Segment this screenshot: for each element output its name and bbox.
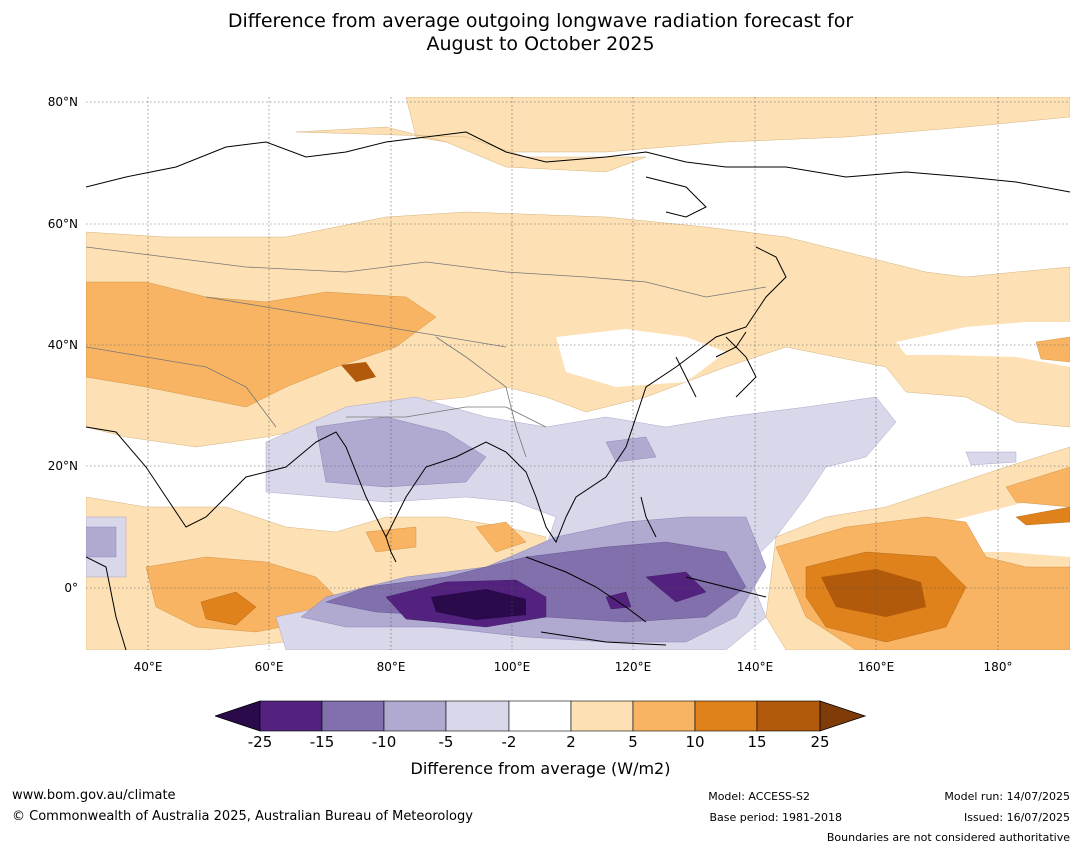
- colorbar-label: 10: [685, 733, 705, 751]
- forecast-map: [86, 97, 1070, 650]
- colorbar-label: -10: [371, 733, 397, 751]
- colorbar-bin-10-15: [694, 700, 758, 732]
- model-name: Model: ACCESS-S2: [708, 790, 810, 803]
- lon-tick-180: 180°: [983, 660, 1013, 674]
- colorbar-bin-minus2-2: [508, 700, 572, 732]
- title-line-2: August to October 2025: [426, 33, 655, 55]
- anomaly-below-minus-25-areas: [431, 589, 526, 620]
- lon-tick-100e: 100°E: [493, 660, 531, 674]
- colorbar-bin-minus10-minus5: [383, 700, 447, 732]
- colorbar-label: 2: [566, 733, 576, 751]
- anomaly-15-25-areas: [341, 362, 926, 617]
- lon-tick-80e: 80°E: [376, 660, 406, 674]
- colorbar-extend-high: [819, 700, 867, 732]
- colorbar-label: -2: [501, 733, 517, 751]
- colorbar-label: 5: [628, 733, 638, 751]
- lat-tick-40n: 40°N: [47, 338, 78, 352]
- colorbar-bin-minus5-minus2: [445, 700, 510, 732]
- model-run: Model run: 14/07/2025: [944, 790, 1070, 803]
- lat-tick-80n: 80°N: [47, 95, 78, 109]
- colorbar-bin-minus15-minus10: [321, 700, 385, 732]
- copyright-text: © Commonwealth of Australia 2025, Austra…: [12, 809, 473, 824]
- lat-tick-60n: 60°N: [47, 217, 78, 231]
- issued-date: Issued: 16/07/2025: [963, 811, 1070, 824]
- website-link[interactable]: www.bom.gov.au/climate: [12, 788, 176, 803]
- lon-tick-120e: 120°E: [614, 660, 652, 674]
- map-gridlines: [86, 97, 1070, 650]
- colorbar-bin-5-10: [632, 700, 696, 732]
- colorbar-label: 25: [810, 733, 830, 751]
- colorbar-bin-15-25: [756, 700, 821, 732]
- lat-tick-20n: 20°N: [47, 459, 78, 473]
- colorbar-label: 15: [747, 733, 767, 751]
- lon-tick-40e: 40°E: [133, 660, 163, 674]
- colorbar-bin-2-5: [570, 700, 634, 732]
- coastlines: [86, 131, 1070, 650]
- map-svg: [86, 97, 1070, 650]
- colorbar-title: Difference from average (W/m2): [410, 759, 671, 778]
- country-boundaries: [86, 246, 767, 458]
- boundaries-disclaimer: Boundaries are not considered authoritat…: [826, 831, 1070, 844]
- colorbar-extend-low: [215, 700, 261, 732]
- lat-tick-0: 0°: [64, 581, 78, 595]
- base-period: Base period: 1981-2018: [709, 811, 842, 824]
- lon-tick-140e: 140°E: [736, 660, 774, 674]
- colorbar-label: -25: [247, 733, 273, 751]
- title-line-1: Difference from average outgoing longwav…: [227, 10, 854, 32]
- anomaly-neutral-areas: [86, 322, 1070, 557]
- colorbar-label: -15: [309, 733, 335, 751]
- lon-tick-160e: 160°E: [857, 660, 895, 674]
- colorbar-bin-minus25-minus15: [259, 700, 323, 732]
- lon-tick-60e: 60°E: [254, 660, 284, 674]
- colorbar: [215, 700, 867, 732]
- colorbar-label: -5: [438, 733, 454, 751]
- chart-title: Difference from average outgoing longwav…: [0, 10, 1081, 56]
